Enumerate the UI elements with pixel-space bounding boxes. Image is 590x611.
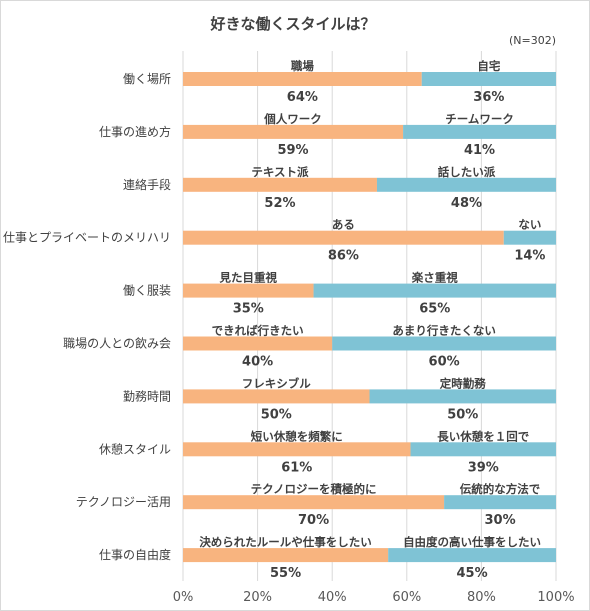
x-tick-label: 0% bbox=[173, 590, 194, 605]
bar-left bbox=[183, 124, 404, 139]
category-label: 職場の人との飲み会 bbox=[63, 336, 171, 351]
bar-right-label: 伝統的な方法で bbox=[460, 482, 541, 496]
bar-left-percent: 59% bbox=[277, 143, 308, 158]
bar-left bbox=[183, 442, 411, 457]
sample-size-note: (N=302) bbox=[509, 34, 556, 47]
bar-left bbox=[183, 495, 445, 510]
bar-left-label: 職場 bbox=[291, 59, 314, 73]
bar-right-percent: 60% bbox=[429, 355, 460, 370]
bar-right-label: 自由度の高い仕事をしたい bbox=[403, 535, 541, 549]
x-tick-label: 80% bbox=[467, 590, 496, 605]
bar-right-percent: 50% bbox=[447, 407, 478, 422]
bar-right bbox=[403, 124, 556, 139]
bar-right bbox=[421, 72, 556, 86]
bar-right bbox=[410, 442, 556, 457]
bar-right-percent: 36% bbox=[473, 90, 504, 105]
category-label: 働く場所 bbox=[123, 72, 171, 86]
bar-left-label: 見た目重視 bbox=[219, 271, 278, 285]
bar-left bbox=[183, 336, 333, 351]
bar-left bbox=[183, 72, 422, 86]
bar-left-percent: 35% bbox=[233, 302, 264, 317]
bar-right-percent: 41% bbox=[464, 143, 495, 158]
bar-left-percent: 40% bbox=[242, 355, 273, 370]
bar-right bbox=[444, 495, 556, 510]
x-tick-label: 20% bbox=[243, 590, 272, 605]
category-label: 休憩スタイル bbox=[99, 441, 171, 456]
bar-left bbox=[183, 283, 314, 298]
bar-right-label: 話したい派 bbox=[438, 165, 496, 179]
category-label: 仕事の進め方 bbox=[99, 124, 171, 139]
bar-right-label: 定時勤務 bbox=[440, 376, 486, 390]
bar-left-label: 個人ワーク bbox=[263, 112, 322, 126]
category-label: 勤務時間 bbox=[123, 389, 171, 403]
bar-right bbox=[376, 177, 556, 192]
chart-title: 好きな働くスタイルは？ bbox=[209, 15, 375, 33]
bar-right-label: チームワーク bbox=[445, 112, 514, 126]
bar-left-percent: 70% bbox=[298, 513, 329, 528]
bar-left-percent: 61% bbox=[281, 460, 312, 475]
bar-left bbox=[183, 389, 370, 404]
bar-right bbox=[503, 230, 556, 245]
gridlines bbox=[182, 51, 557, 581]
bar-right-label: 自宅 bbox=[477, 59, 500, 73]
bar-left bbox=[183, 548, 389, 563]
category-label: 仕事とプライベートのメリハリ bbox=[3, 231, 171, 245]
bar-left-label: 決められたルールや仕事をしたい bbox=[199, 535, 372, 549]
bar-left-percent: 55% bbox=[270, 566, 301, 581]
category-labels: 働く場所仕事の進め方連絡手段仕事とプライベートのメリハリ働く服装職場の人との飲み… bbox=[3, 72, 171, 562]
bar-right-percent: 48% bbox=[451, 196, 482, 211]
bar-left-label: ある bbox=[332, 218, 355, 232]
bar-right-label: ない bbox=[518, 218, 541, 232]
bar-right-percent: 65% bbox=[419, 302, 450, 317]
category-label: テクノロジー活用 bbox=[76, 495, 171, 509]
bar-left-label: フレキシブル bbox=[242, 376, 311, 390]
category-label: 働く服装 bbox=[123, 284, 171, 298]
bar-left-percent: 52% bbox=[264, 196, 295, 211]
bar-left-label: 短い休憩を頻繁に bbox=[251, 429, 343, 443]
x-tick-label: 40% bbox=[318, 590, 347, 605]
bar-left-percent: 86% bbox=[328, 249, 359, 264]
bar-right bbox=[388, 548, 556, 563]
bar-right-label: 楽さ重視 bbox=[411, 271, 458, 285]
bar-right bbox=[313, 283, 556, 298]
bar-series bbox=[183, 72, 556, 563]
bar-right-label: 長い休憩を１回で bbox=[437, 429, 529, 443]
bar-labels: 職場 64% 自宅 36% 個人ワーク 59% チームワーク 41% テキスト派 52% 話したい派… bbox=[199, 59, 545, 581]
category-label: 連絡手段 bbox=[123, 177, 171, 192]
x-tick-label: 60% bbox=[392, 590, 421, 605]
bar-left-percent: 50% bbox=[261, 407, 292, 422]
bar-right-percent: 39% bbox=[468, 460, 499, 475]
bar-left bbox=[183, 230, 504, 245]
bar-right-percent: 14% bbox=[514, 249, 545, 264]
category-label: 仕事の自由度 bbox=[99, 547, 171, 562]
bar-left-label: テキスト派 bbox=[251, 165, 309, 179]
bar-right-percent: 45% bbox=[457, 566, 488, 581]
x-tick-label: 100% bbox=[537, 590, 574, 605]
bar-right bbox=[332, 336, 556, 351]
bar-right bbox=[369, 389, 556, 404]
bar-left-label: テクノロジーを積極的に bbox=[251, 482, 377, 496]
bar-left-percent: 64% bbox=[287, 90, 318, 105]
bar-right-label: あまり行きたくない bbox=[392, 324, 496, 338]
bar-left-label: できれば行きたい bbox=[212, 324, 304, 338]
bar-right-percent: 30% bbox=[484, 513, 515, 528]
bar-left bbox=[183, 177, 377, 192]
x-axis-ticks: 0% 20% 40% 60% 80% 100% bbox=[173, 590, 575, 605]
